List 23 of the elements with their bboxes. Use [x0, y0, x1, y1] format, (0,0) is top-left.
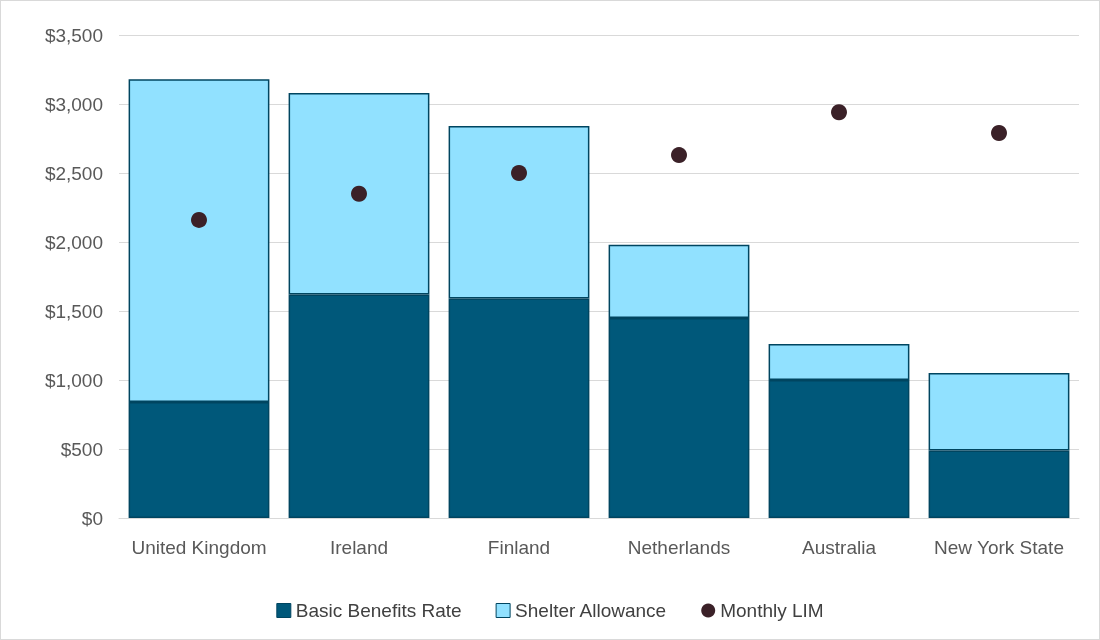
- y-tick-label: $1,500: [44, 300, 103, 322]
- x-tick-label: Finland: [487, 537, 551, 558]
- x-tick-label: United Kingdom: [131, 537, 267, 558]
- y-tick-label: $0: [81, 507, 103, 529]
- y-tick-label: $500: [60, 438, 103, 460]
- y-tick-label: $1,000: [44, 369, 103, 391]
- legend-label: Monthly LIM: [720, 600, 824, 621]
- point: [191, 211, 207, 228]
- point: [671, 147, 687, 164]
- y-tick-label: $2,000: [44, 231, 103, 253]
- point: [831, 104, 847, 121]
- point: [351, 185, 367, 202]
- x-tick-label: Netherlands: [627, 537, 731, 558]
- legend-label: Basic Benefits Rate: [295, 600, 462, 621]
- legend-label: Shelter Allowance: [515, 600, 667, 621]
- point: [991, 124, 1007, 141]
- y-tick-label: $3,000: [44, 93, 103, 115]
- y-tick-label: $3,500: [44, 24, 103, 46]
- y-tick-label: $2,500: [44, 162, 103, 184]
- point: [511, 165, 527, 181]
- x-tick-label: Australia: [802, 537, 877, 558]
- x-tick-label: Ireland: [329, 537, 389, 558]
- x-tick-label: New York State: [934, 537, 1064, 558]
